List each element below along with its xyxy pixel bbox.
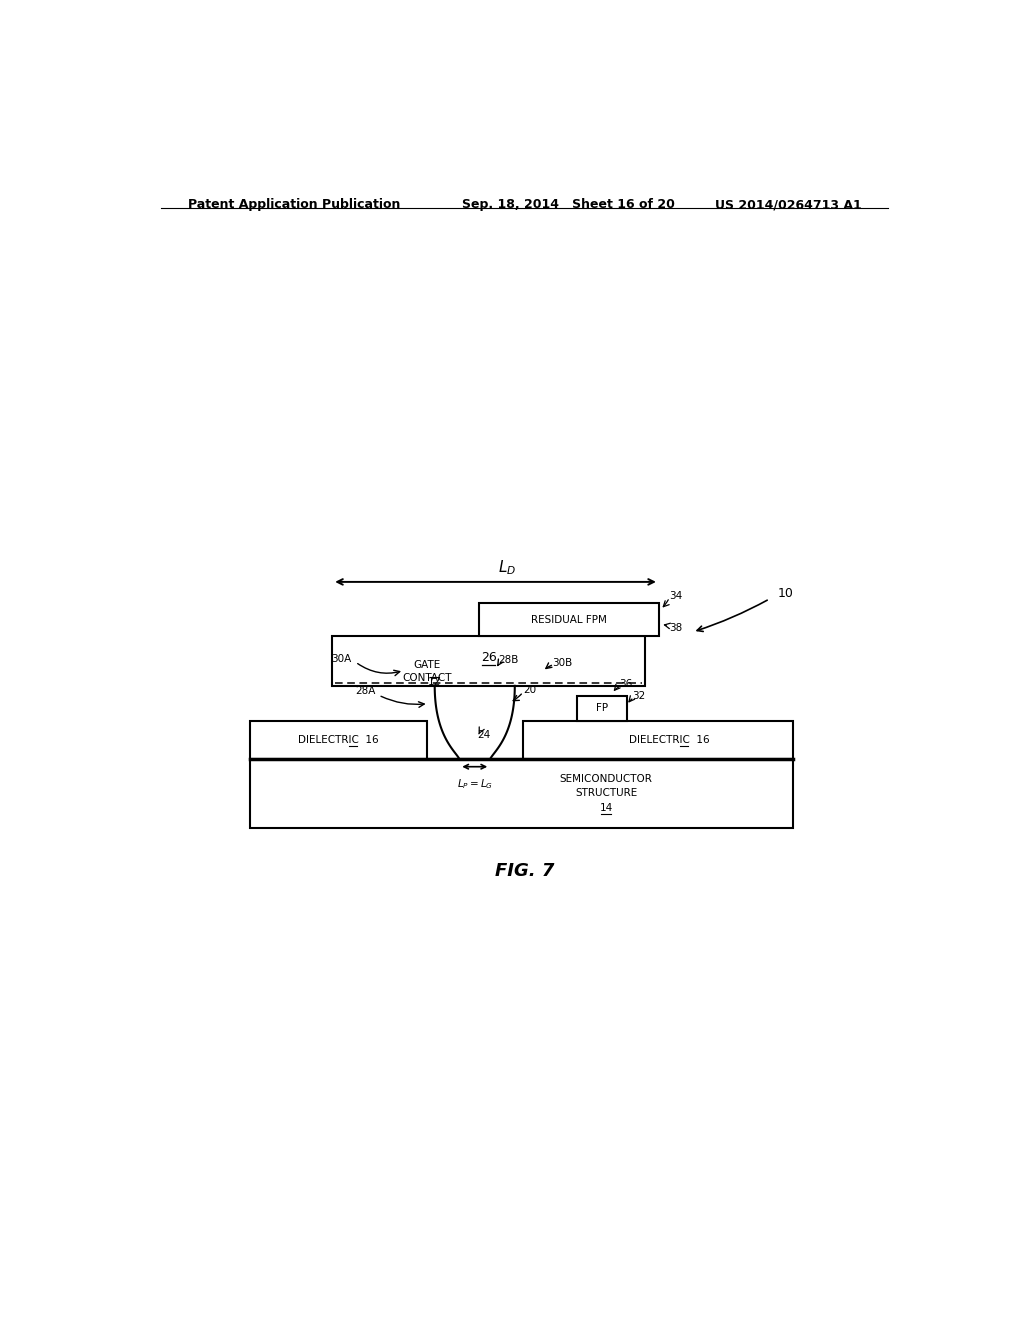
Text: DIELECTRIC  16: DIELECTRIC 16 xyxy=(629,735,710,744)
Text: SEMICONDUCTOR
STRUCTURE: SEMICONDUCTOR STRUCTURE xyxy=(559,775,652,797)
Text: Patent Application Publication: Patent Application Publication xyxy=(188,198,400,211)
Text: $L_P=L_G$: $L_P=L_G$ xyxy=(457,777,493,791)
Text: 34: 34 xyxy=(670,591,683,601)
Bar xyxy=(478,603,658,636)
Text: 10: 10 xyxy=(777,587,794,601)
Bar xyxy=(578,696,628,721)
Text: 38: 38 xyxy=(670,623,683,634)
Bar xyxy=(333,636,645,686)
Text: 28B: 28B xyxy=(499,656,519,665)
Text: FIG. 7: FIG. 7 xyxy=(496,862,554,879)
Text: 26: 26 xyxy=(480,651,497,664)
Text: Sep. 18, 2014   Sheet 16 of 20: Sep. 18, 2014 Sheet 16 of 20 xyxy=(462,198,675,211)
Text: $L_D$: $L_D$ xyxy=(498,558,516,577)
Text: 32: 32 xyxy=(633,690,646,701)
Text: RESIDUAL FPM: RESIDUAL FPM xyxy=(530,615,606,624)
Bar xyxy=(250,721,427,759)
Bar xyxy=(523,721,793,759)
Text: US 2014/0264713 A1: US 2014/0264713 A1 xyxy=(716,198,862,211)
Text: 28A: 28A xyxy=(355,686,376,696)
Text: 24: 24 xyxy=(477,730,490,739)
Text: 20: 20 xyxy=(523,685,537,694)
Text: 30A: 30A xyxy=(332,653,351,664)
Bar xyxy=(250,759,793,829)
Text: 14: 14 xyxy=(599,803,612,813)
Text: DIELECTRIC  16: DIELECTRIC 16 xyxy=(298,735,379,744)
Text: 36: 36 xyxy=(620,678,633,689)
Text: 12: 12 xyxy=(428,677,441,686)
Text: FP: FP xyxy=(596,704,608,713)
Text: GATE
CONTACT: GATE CONTACT xyxy=(402,660,452,682)
Text: 30B: 30B xyxy=(553,657,572,668)
